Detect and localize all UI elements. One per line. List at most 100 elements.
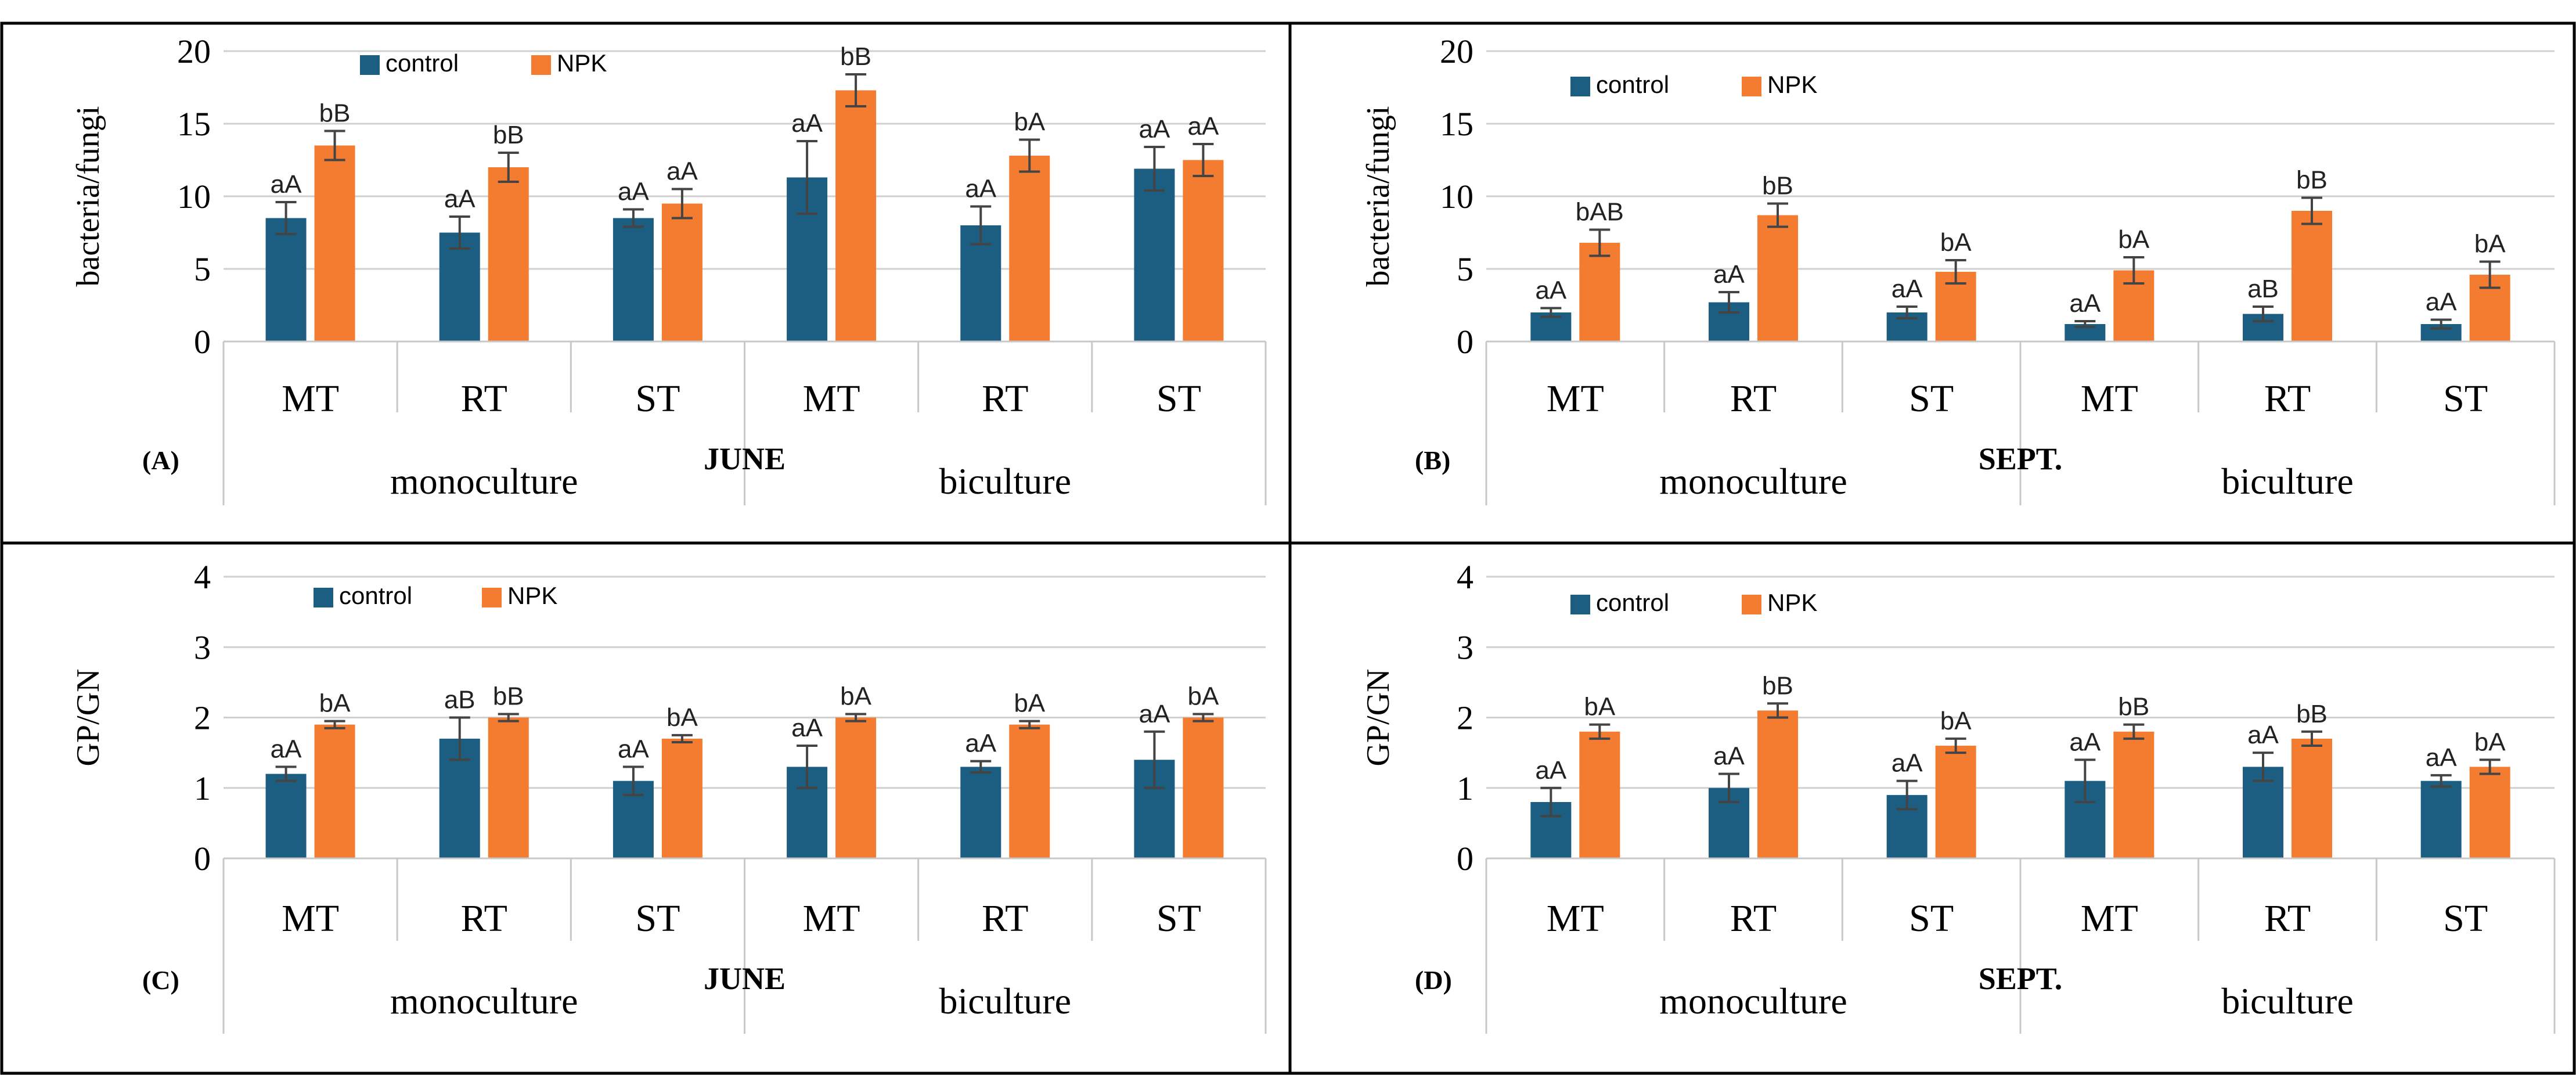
y-tick-label: 4 [194,558,211,596]
group-label: monoculture [390,980,578,1022]
x-tick-label: ST [2443,897,2488,940]
data-label: bB [840,42,871,71]
data-label: aA [965,729,996,758]
y-axis-label: GP/GN [70,668,106,766]
x-tick-label: MT [803,897,860,940]
legend-swatch-control [360,55,380,75]
bar-npk [2113,731,2155,858]
month-label: SEPT. [1979,441,2063,476]
data-label: bA [2474,230,2506,258]
data-label: bB [493,121,524,149]
group-label: biculture [939,461,1071,502]
bar-npk [1579,243,1620,341]
data-label: aA [618,178,649,206]
x-tick-label: MT [2081,377,2138,420]
y-axis-label: bacteria/fungi [1360,106,1396,287]
bar-npk [661,203,702,341]
bar-npk [1935,746,1976,858]
data-label: bA [1940,707,1972,735]
data-label: aA [791,714,823,742]
y-tick-label: 10 [177,178,211,215]
panel-label: (B) [1415,445,1450,475]
y-tick-label: 15 [1440,105,1473,143]
x-tick-label: ST [1157,897,1201,940]
data-label: aA [965,175,996,203]
data-label: aA [1139,700,1170,728]
group-label: biculture [939,980,1071,1022]
y-tick-label: 0 [194,840,211,878]
data-label: bA [2474,728,2506,756]
bar-control [2243,767,2283,858]
data-label: aA [1713,260,1745,289]
panel-label: (C) [142,965,179,995]
x-tick-label: MT [282,897,339,940]
month-label: JUNE [704,441,786,476]
data-label: bA [1014,108,1045,136]
x-tick-label: ST [635,377,680,420]
data-label: bB [2296,166,2328,195]
data-label: bA [1014,689,1045,718]
bar-npk [1757,215,1798,341]
figure-border [0,21,2576,1075]
data-label: aA [1139,115,1170,143]
x-tick-label: ST [1157,377,1201,420]
data-label: aA [2426,288,2457,317]
legend-swatch-npk [531,55,551,75]
data-label: aA [1892,275,1923,303]
data-label: bAB [1576,198,1624,226]
bar-control [439,232,480,341]
bar-control [2420,781,2462,858]
data-label: aB [2247,275,2279,303]
bar-npk [2469,767,2510,858]
data-label: aA [2426,743,2457,772]
bar-npk [835,90,877,341]
y-tick-label: 4 [1457,558,1473,596]
x-tick-label: ST [1909,897,1954,940]
chart-panel-1: 0 5 10 15 20 bacteria/fungi MT aA bB RT aA bB ST aA aA… [70,33,1267,505]
x-tick-label: MT [803,377,860,420]
y-axis-label: GP/GN [1360,668,1396,766]
bar-npk [2292,738,2332,858]
x-tick-label: ST [2443,377,2488,420]
x-tick-label: RT [461,377,507,420]
legend-label-control: control [386,49,459,77]
legend-label-npk: NPK [557,49,607,77]
data-label: bB [493,682,524,710]
group-label: monoculture [390,461,578,502]
legend-swatch-control [1570,77,1590,96]
x-tick-label: RT [461,897,507,940]
y-tick-label: 5 [194,250,211,288]
bar-npk [1579,731,1620,858]
bar-npk [1183,160,1224,341]
group-label: monoculture [1659,461,1847,502]
chart-panel-3: 0 1 2 3 4 GP/GN MT aA bA RT aB bB ST aA bA MT aA bA RT aA bA… [70,558,1267,1034]
chart-panel-2: 0 5 10 15 20 bacteria/fungi MT aA bAB RT aA bB ST aA b… [1360,33,2556,505]
bar-control [265,218,307,341]
month-label: SEPT. [1979,961,2063,996]
x-tick-label: RT [2264,377,2311,420]
data-label: bB [2296,700,2328,728]
data-label: aA [271,170,302,199]
group-label: biculture [2221,980,2353,1022]
x-tick-label: MT [2081,897,2138,940]
data-label: aA [2247,721,2279,749]
data-label: bB [2118,693,2149,721]
x-tick-label: RT [982,897,1028,940]
y-tick-label: 3 [1457,628,1473,666]
data-label: bA [666,703,698,732]
bar-npk [2292,211,2332,341]
data-label: aA [1535,276,1566,305]
data-label: bB [1762,172,1793,200]
data-label: bA [1584,693,1615,721]
legend-label-control: control [339,582,412,609]
bar-control [613,218,654,341]
data-label: aA [2069,289,2101,318]
bar-control [960,767,1001,858]
bar-npk [488,167,529,341]
x-tick-label: MT [1547,897,1604,940]
legend-label-npk: NPK [507,582,557,609]
data-label: aA [271,735,302,763]
y-tick-label: 3 [194,628,211,666]
y-tick-label: 15 [177,105,211,143]
y-tick-label: 2 [1457,699,1473,737]
